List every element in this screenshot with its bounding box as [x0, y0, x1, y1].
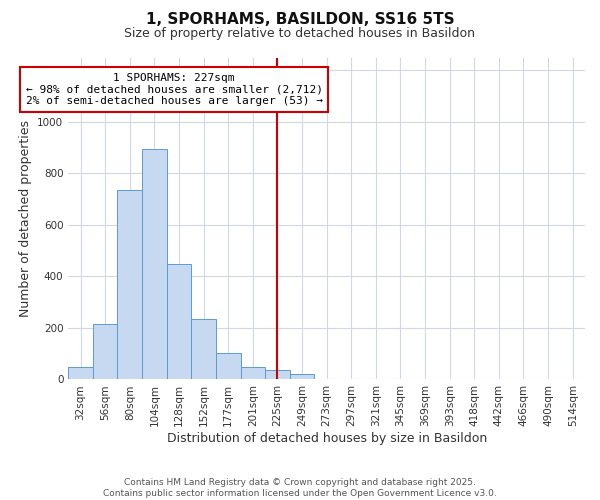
- X-axis label: Distribution of detached houses by size in Basildon: Distribution of detached houses by size …: [167, 432, 487, 445]
- Bar: [167, 264, 191, 380]
- Text: 1, SPORHAMS, BASILDON, SS16 5TS: 1, SPORHAMS, BASILDON, SS16 5TS: [146, 12, 454, 28]
- Bar: [118, 190, 142, 380]
- Bar: [191, 319, 216, 380]
- Bar: [142, 149, 167, 380]
- Y-axis label: Number of detached properties: Number of detached properties: [19, 120, 32, 317]
- Bar: [68, 368, 93, 380]
- Bar: [290, 374, 314, 380]
- Bar: [93, 324, 118, 380]
- Text: 1 SPORHAMS: 227sqm
← 98% of detached houses are smaller (2,712)
2% of semi-detac: 1 SPORHAMS: 227sqm ← 98% of detached hou…: [26, 73, 323, 106]
- Text: Size of property relative to detached houses in Basildon: Size of property relative to detached ho…: [125, 28, 476, 40]
- Text: Contains HM Land Registry data © Crown copyright and database right 2025.
Contai: Contains HM Land Registry data © Crown c…: [103, 478, 497, 498]
- Bar: [216, 353, 241, 380]
- Bar: [265, 370, 290, 380]
- Bar: [241, 368, 265, 380]
